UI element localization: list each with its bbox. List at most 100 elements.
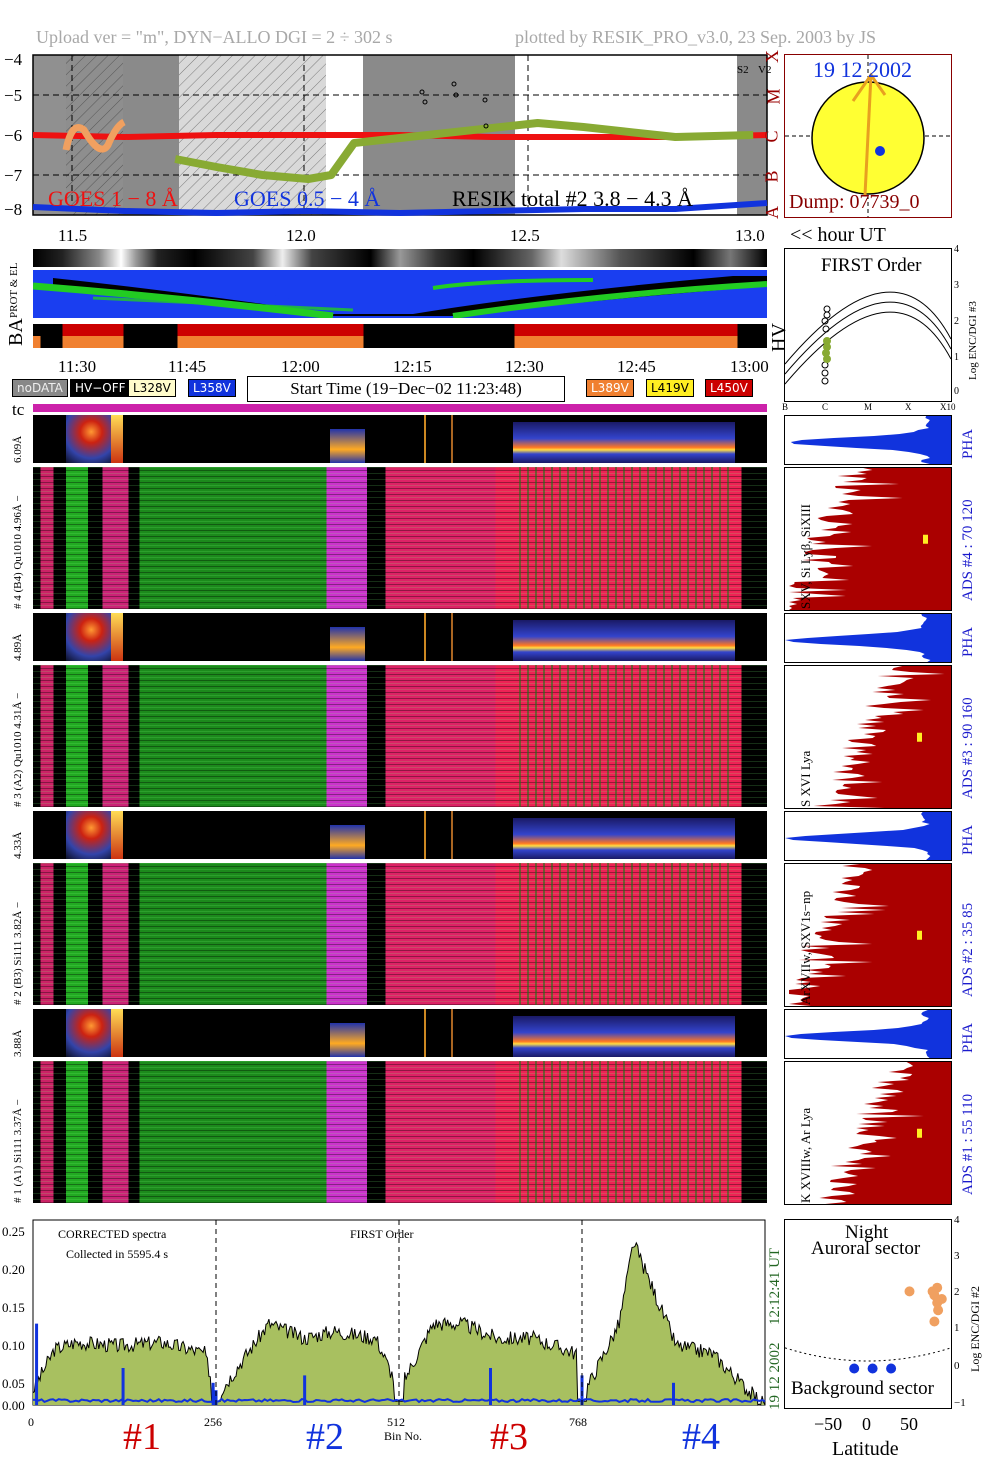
pha-strip (33, 1009, 767, 1057)
sun-dump: Dump: 07739_0 (789, 191, 920, 213)
lat-point-auroral (933, 1305, 944, 1316)
goes-s-label: S2 (737, 64, 749, 76)
goes-panel: −4 −5 −6 −7 −8 X M C B A S2 V2 GOES 1 − … (0, 50, 1004, 250)
channel-spectrogram (33, 467, 767, 609)
spec-xtick: 768 (569, 1415, 587, 1429)
ads-histogram (784, 1061, 952, 1205)
spectrum-title2: Collected in 5595.4 s (66, 1247, 168, 1261)
header-right: plotted by RESIK_PRO_v3.0, 23 Sep. 2003 … (515, 27, 877, 47)
pha-strip (33, 415, 767, 463)
spectrum-chart (32, 1219, 766, 1406)
lat-ytick: 1 (954, 1322, 960, 1334)
goes-class: M (763, 88, 784, 105)
goes-class: C (761, 130, 782, 143)
fo-ytick: 3 (954, 280, 959, 291)
pha-strip (33, 613, 767, 661)
fo-ytick: 4 (954, 244, 959, 255)
fo-xtick: X (905, 402, 912, 412)
channel-spectrogram (33, 665, 767, 807)
spec-xtick: 256 (204, 1415, 222, 1429)
pha-wavelength-label: 4.89Å (12, 633, 24, 661)
lat-background: Background sector (791, 1378, 934, 1399)
first-order-ylabel: Log ENC/DGI #3 (967, 301, 979, 380)
legend-l328: L328V (128, 379, 176, 397)
first-order-panel: FIRST Order (784, 248, 952, 402)
fo-xtick: M (864, 402, 873, 412)
lat-ytick: 2 (954, 1286, 960, 1298)
goes-ytick: −8 (4, 200, 23, 219)
time-tick: 12:45 (617, 357, 656, 376)
lat-point-auroral (932, 1282, 943, 1293)
lat-point-auroral (929, 1316, 940, 1327)
pha-strip (33, 811, 767, 859)
fo-ytick: 2 (954, 316, 959, 327)
time-tick: 12:15 (393, 357, 432, 376)
spectrum-title3: FIRST Order (350, 1227, 414, 1241)
time-tick: 12:30 (505, 357, 544, 376)
ba-label: BA (5, 318, 27, 346)
lat-auroral: Auroral sector (811, 1238, 921, 1259)
section-2: #2 (306, 1416, 344, 1458)
sun-box: 19 12 2002 Dump: 07739_0 (784, 54, 952, 218)
legend-goes1: GOES 1 − 8 Å (48, 186, 178, 211)
pha-label: PHA (960, 626, 976, 657)
lat-point-background (886, 1363, 897, 1374)
pha-wavelength-label: 3.88Å (12, 1029, 24, 1057)
channel-label: # 1 (A1) Si111 3.37Å − (12, 1099, 24, 1203)
legend-nodata: noDATA (12, 379, 68, 397)
goes-ytick: −5 (4, 86, 23, 105)
spectrum-area (33, 1242, 765, 1405)
header-left: Upload ver = "m", DYN−ALLO DGI = 2 ÷ 302… (36, 27, 393, 47)
spectrum-title1: CORRECTED spectra (58, 1227, 167, 1241)
pha-label: PHA (960, 428, 976, 459)
lat-point-background (867, 1363, 878, 1374)
lat-point-auroral (936, 1294, 947, 1304)
line-label: K XVIIIw, Ar Lya (798, 1107, 813, 1203)
pha-histogram (784, 415, 952, 465)
section-4: #4 (682, 1416, 720, 1458)
legend-l450: L450V (705, 379, 753, 397)
ads-label: ADS #2 : 35 85 (960, 902, 976, 997)
channel-label: # 2 (B3) Si111 3.82Å − (12, 901, 24, 1005)
goes-chart (32, 54, 768, 216)
fo-ytick: 0 (954, 386, 959, 397)
goes-xtick: 12.0 (286, 226, 316, 245)
spectrum-panel: CORRECTED spectra Collected in 5595.4 s … (0, 1215, 790, 1477)
line-label: ArXVIIw, SXV1s−np (798, 890, 813, 1005)
spec-ytick: 0.10 (2, 1338, 25, 1353)
time-tick: 13:00 (730, 357, 769, 376)
goes-class: B (761, 170, 782, 183)
prot-strip (33, 270, 767, 318)
lat-ytick: 3 (954, 1250, 960, 1262)
spec-ytick: 0.25 (2, 1224, 25, 1239)
spectrum-date: 19 12 2002 (767, 1342, 783, 1411)
pha-label: PHA (960, 1022, 976, 1053)
ads-histogram (784, 665, 952, 809)
pha-histogram (784, 613, 952, 663)
goes-class: A (762, 206, 782, 219)
spectrum-xlabel: Bin No. (384, 1429, 423, 1443)
prot-label: PROT & EL (8, 262, 20, 318)
fo-xtick: X10 (940, 402, 956, 412)
line-label: SXV, Si Lyβ, SiXIII (798, 504, 813, 609)
spec-xtick: 512 (387, 1415, 405, 1429)
lat-xtick: −50 (814, 1414, 843, 1434)
pha-histogram (784, 811, 952, 861)
legend-l358: L358V (188, 379, 236, 397)
lat-ylabel: Log ENC/DGI #2 (968, 1286, 982, 1372)
pha-wavelength-label: 4.33Å (12, 831, 24, 859)
channel-spectrogram (33, 863, 767, 1005)
legend-goes05: GOES 0.5 − 4 Å (234, 186, 381, 211)
lat-ytick: −1 (954, 1397, 966, 1409)
lat-xtick: 0 (862, 1414, 871, 1434)
channel-label: # 3 (A2) Qu1010 4.31Å − (12, 692, 24, 807)
channel-label: # 4 (B4) Qu1010 4.96Å − (12, 495, 24, 609)
first-order-title: FIRST Order (821, 255, 922, 276)
goes-class: X (762, 50, 782, 63)
goes-xtick: 12.5 (510, 226, 540, 245)
section-1: #1 (123, 1416, 161, 1458)
time-tick: 12:00 (281, 357, 320, 376)
lat-night: Night (845, 1222, 889, 1243)
sun-point (875, 146, 885, 156)
ads-histogram (784, 863, 952, 1007)
